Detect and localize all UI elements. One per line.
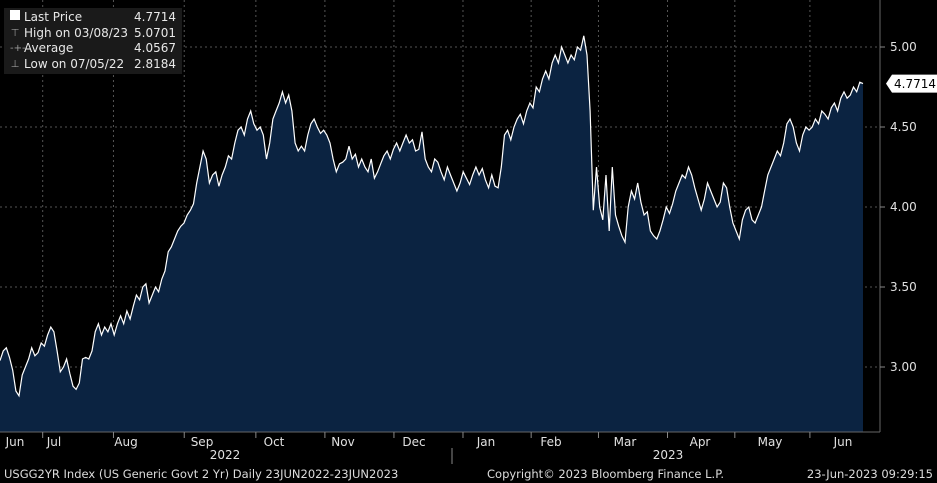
year-label-2023: 2023 — [653, 448, 684, 462]
y-tick-label: 3.50 — [890, 280, 917, 294]
last-price-tag-label: 4.7714 — [894, 77, 936, 91]
legend-label: Average — [24, 41, 74, 55]
x-tick-label: Sep — [191, 435, 214, 449]
low-marker-icon: ⊥ — [10, 58, 20, 70]
chart-legend: Last Price 4.7714 ⊤ High on 03/08/23 5.0… — [4, 8, 182, 74]
y-axis: 3.00 3.50 4.00 4.50 5.00 — [880, 40, 917, 374]
x-tick-label: May — [758, 435, 783, 449]
x-tick-label: Dec — [402, 435, 425, 449]
legend-value: 4.0567 — [134, 41, 176, 55]
footer-bar: USGG2YR Index (US Generic Govt 2 Yr) Dai… — [0, 465, 937, 483]
y-tick-label: 4.50 — [890, 120, 917, 134]
legend-row-average: -+- Average 4.0567 — [10, 41, 176, 57]
x-tick-label: Oct — [264, 435, 285, 449]
last-price-tag-bg — [886, 74, 937, 93]
price-line — [0, 35, 864, 398]
legend-label: Low on 07/05/22 — [24, 56, 125, 71]
x-tick-label: Mar — [614, 435, 637, 449]
legend-row-low: ⊥ Low on 07/05/22 2.8184 — [10, 57, 176, 73]
legend-row-last-price: Last Price 4.7714 — [10, 10, 176, 26]
footer-copyright: Copyright© 2023 Bloomberg Finance L.P. — [487, 467, 724, 481]
x-tick-label: Jan — [476, 435, 496, 449]
x-tick-label: Aug — [114, 435, 137, 449]
high-marker-icon: ⊤ — [10, 27, 20, 39]
filled-square-icon — [10, 10, 20, 26]
legend-value: 4.7714 — [134, 10, 176, 24]
footer-timestamp: 23-Jun-2023 09:29:15 — [806, 467, 933, 481]
y-tick-label: 5.00 — [890, 40, 917, 54]
legend-row-high: ⊤ High on 03/08/23 5.0701 — [10, 26, 176, 42]
x-axis: Jun Jul Aug Sep Oct Nov Dec Jan Feb Mar Apr May Jun 2… — [5, 432, 853, 464]
x-tick-label: Jun — [5, 435, 25, 449]
legend-label: Last Price — [24, 10, 83, 24]
y-tick-label: 4.00 — [890, 200, 917, 214]
year-label-2022: 2022 — [210, 448, 241, 462]
legend-label: High on 03/08/23 — [24, 25, 129, 40]
x-tick-label: Feb — [540, 435, 561, 449]
x-tick-label: Nov — [331, 435, 354, 449]
average-marker-icon: -+- — [10, 43, 26, 54]
x-tick-label: Apr — [690, 435, 711, 449]
last-price-tag: 4.7714 — [886, 74, 937, 93]
legend-value: 2.8184 — [134, 56, 176, 71]
price-area-fill — [0, 35, 863, 433]
x-tick-label: Jun — [833, 435, 853, 449]
legend-value: 5.0701 — [134, 25, 176, 40]
x-tick-label: Jul — [46, 435, 61, 449]
footer-security-info: USGG2YR Index (US Generic Govt 2 Yr) Dai… — [4, 467, 399, 481]
y-tick-label: 3.00 — [890, 360, 917, 374]
